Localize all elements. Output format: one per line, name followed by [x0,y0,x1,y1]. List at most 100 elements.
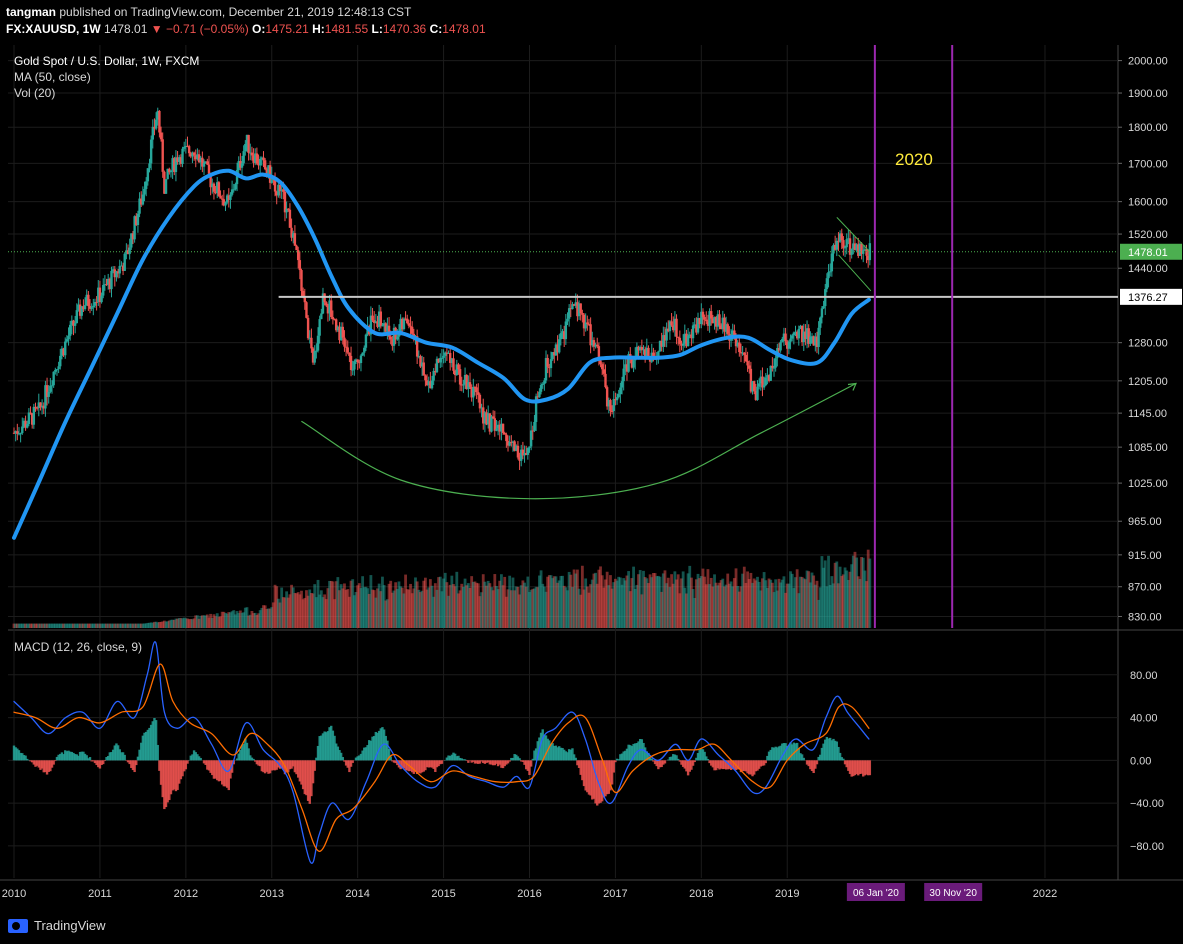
candle-body [344,346,348,348]
volume-bar [306,595,310,628]
macd-histogram-bar [800,754,804,761]
candle-body [306,317,310,339]
candle-body [35,407,39,409]
volume-bar [17,623,21,628]
macd-histogram-bar [186,760,189,764]
volume-bar [214,616,217,628]
candle-body [482,407,485,424]
macd-histogram-bar [282,760,285,770]
candle-body [569,308,572,310]
volume-bar [493,574,497,628]
macd-histogram-bar [501,760,505,769]
candle-body [257,163,260,166]
macd-histogram-bar [382,729,386,761]
macd-histogram-bar [240,745,244,761]
level-price-label: 1376.27 [1128,292,1168,304]
candle-body [197,154,201,163]
macd-histogram-bar [624,750,627,761]
volume-bar [72,623,75,628]
macd-histogram-bar [520,760,523,762]
candle-body [254,153,257,163]
volume-bar [782,576,786,628]
candle-body [600,364,604,370]
wedge-lower-line [838,254,872,292]
macd-histogram-bar [486,760,490,763]
volume-bar [394,582,398,628]
volume-bar [280,587,284,628]
volume-bar [797,593,801,628]
volume-bar [435,589,439,628]
macd-histogram-bar [237,753,240,761]
volume-bar [45,623,49,628]
candle-body [95,301,98,303]
macd-histogram-bar [561,747,564,761]
candle-body [574,302,577,306]
volume-bar [751,582,754,628]
macd-histogram-bar [465,760,468,761]
candle-body [82,306,85,310]
volume-bar [554,576,558,628]
macd-histogram-bar [154,720,158,761]
volume-bar [746,571,749,628]
candle-body [159,132,163,140]
candle-body [546,357,549,367]
candle-body [346,347,349,353]
volume-bar [187,619,191,628]
macd-histogram-bar [536,741,539,761]
volume-bar [86,623,90,628]
candle-body [80,306,83,316]
volume-bar [490,587,493,628]
candle-body [374,321,378,323]
volume-bar [111,623,115,628]
macd-histogram-bar [691,760,695,766]
macd-histogram-bar [729,760,733,770]
volume-bar [82,623,85,628]
author-name[interactable]: tangman [6,5,57,19]
candle-body [738,342,741,353]
macd-histogram-bar [833,740,837,761]
macd-histogram-bar [667,759,670,761]
candle-body [663,335,667,341]
macd-histogram-bar [118,749,121,761]
macd-histogram-bar [858,760,862,774]
volume-bar [559,575,563,628]
tradingview-logo[interactable]: TradingView [8,918,106,933]
volume-bar [316,579,320,628]
macd-histogram-bar [374,731,378,761]
macd-histogram-bar [54,760,57,762]
candle-body [128,247,131,254]
macd-histogram-bar [68,751,72,761]
candle-body [315,350,318,352]
candle-body [209,173,212,188]
macd-histogram-bar [622,751,625,761]
volume-bar [676,574,680,628]
candle-body [331,317,335,320]
macd-histogram-bar [336,746,340,761]
volume-bar [661,573,665,628]
volume-bar [318,594,322,628]
macd-histogram-bar [232,760,235,765]
candle-body [173,158,176,173]
volume-bar [475,582,479,628]
candle-body [721,317,724,330]
macd-histogram-bar [280,760,283,769]
macd-histogram-bar [196,754,199,761]
macd-histogram-bar [106,755,110,761]
macd-tick-label: 0.00 [1130,755,1151,767]
volume-bar [576,569,579,628]
volume-bar [427,587,431,628]
volume-bar [210,617,214,628]
volume-bar [181,618,184,628]
symbol-label[interactable]: FX:XAUUSD, 1W [6,22,101,36]
candle-body [12,432,16,434]
volume-bar [794,577,797,628]
macd-histogram-bar [169,760,173,795]
volume-bar [790,573,794,628]
candle-body [273,179,277,192]
macd-histogram-bar [549,743,553,761]
volume-bar [485,585,488,628]
volume-bar [272,602,275,628]
volume-bar [154,621,158,628]
candle-body [799,325,802,329]
